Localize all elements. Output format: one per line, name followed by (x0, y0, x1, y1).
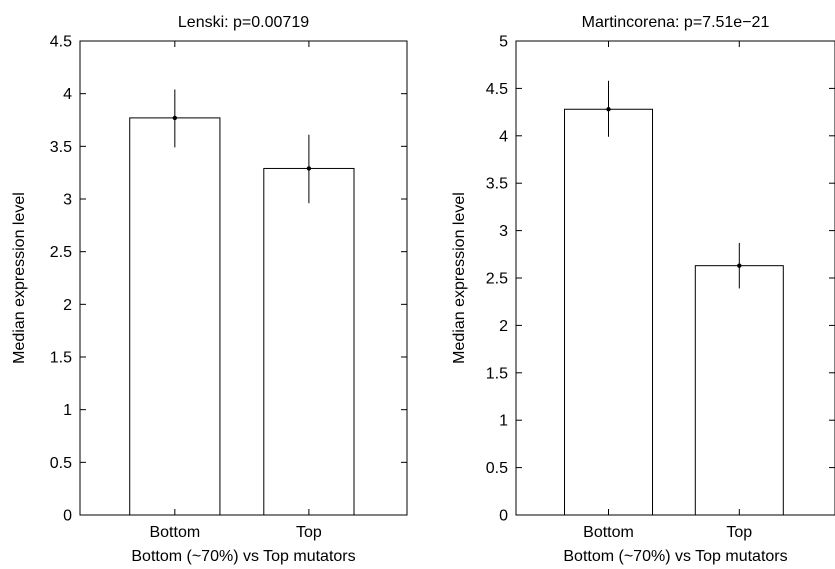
y-tick-label: 1.5 (486, 365, 508, 382)
y-tick-label: 0 (63, 508, 72, 525)
chart-panel-2: Bottom Top 0 0.5 1 1.5 2 2.5 3 3.5 4 4.5 5 Martincore… (451, 14, 835, 565)
y-tick-label: 1 (499, 413, 508, 430)
y-tick-label: 4.5 (50, 34, 72, 51)
y-tick-label: 2.5 (486, 271, 508, 288)
x-tick-label: Bottom (583, 524, 634, 541)
x-tick-label: Bottom (149, 524, 200, 541)
bar-top (263, 167, 355, 516)
y-tick-label: 4 (499, 128, 508, 145)
axes-frame (79, 40, 408, 516)
y-tick-label: 3 (499, 223, 508, 240)
mean-point-bottom (172, 115, 178, 121)
x-tick-label: Top (296, 524, 322, 541)
y-tick-label: 3.5 (50, 139, 72, 156)
x-tick-label: Top (726, 524, 752, 541)
y-tick-label: 0 (499, 508, 508, 525)
bar-top (694, 265, 784, 516)
y-tick-label: 1.5 (50, 350, 72, 367)
chart-title: Lenski: p=0.00719 (178, 14, 309, 31)
y-tick-label: 0.5 (486, 460, 508, 477)
bar-bottom (129, 117, 221, 516)
y-tick-label: 3.5 (486, 176, 508, 193)
mean-point-top (306, 166, 312, 171)
y-tick-label: 0.5 (50, 455, 72, 472)
axes-frame (515, 40, 835, 516)
y-tick-label: 2 (63, 297, 72, 314)
chart-title: Martincorena: p=7.51e−21 (582, 14, 770, 31)
x-axis-label: Bottom (~70%) vs Top mutators (563, 548, 787, 565)
y-tick-label: 1 (63, 402, 72, 419)
mean-point-top (737, 263, 742, 268)
chart-panel-1: Bottom Top 0 0.5 1 1.5 2 2.5 3 3.5 4 4.5 Lenski: p=0… (11, 14, 408, 565)
bar-bottom (564, 108, 654, 516)
y-tick-label: 2 (499, 318, 508, 335)
y-tick-label: 2.5 (50, 244, 72, 261)
y-tick-label: 5 (499, 34, 508, 51)
y-axis-label: Median expression level (11, 192, 28, 364)
y-axis-label: Median expression level (451, 192, 468, 364)
y-tick-label: 4.5 (486, 81, 508, 98)
y-tick-label: 4 (63, 86, 72, 103)
y-tick-label: 3 (63, 192, 72, 209)
x-axis-label: Bottom (~70%) vs Top mutators (131, 548, 355, 565)
mean-point-bottom (606, 107, 611, 112)
